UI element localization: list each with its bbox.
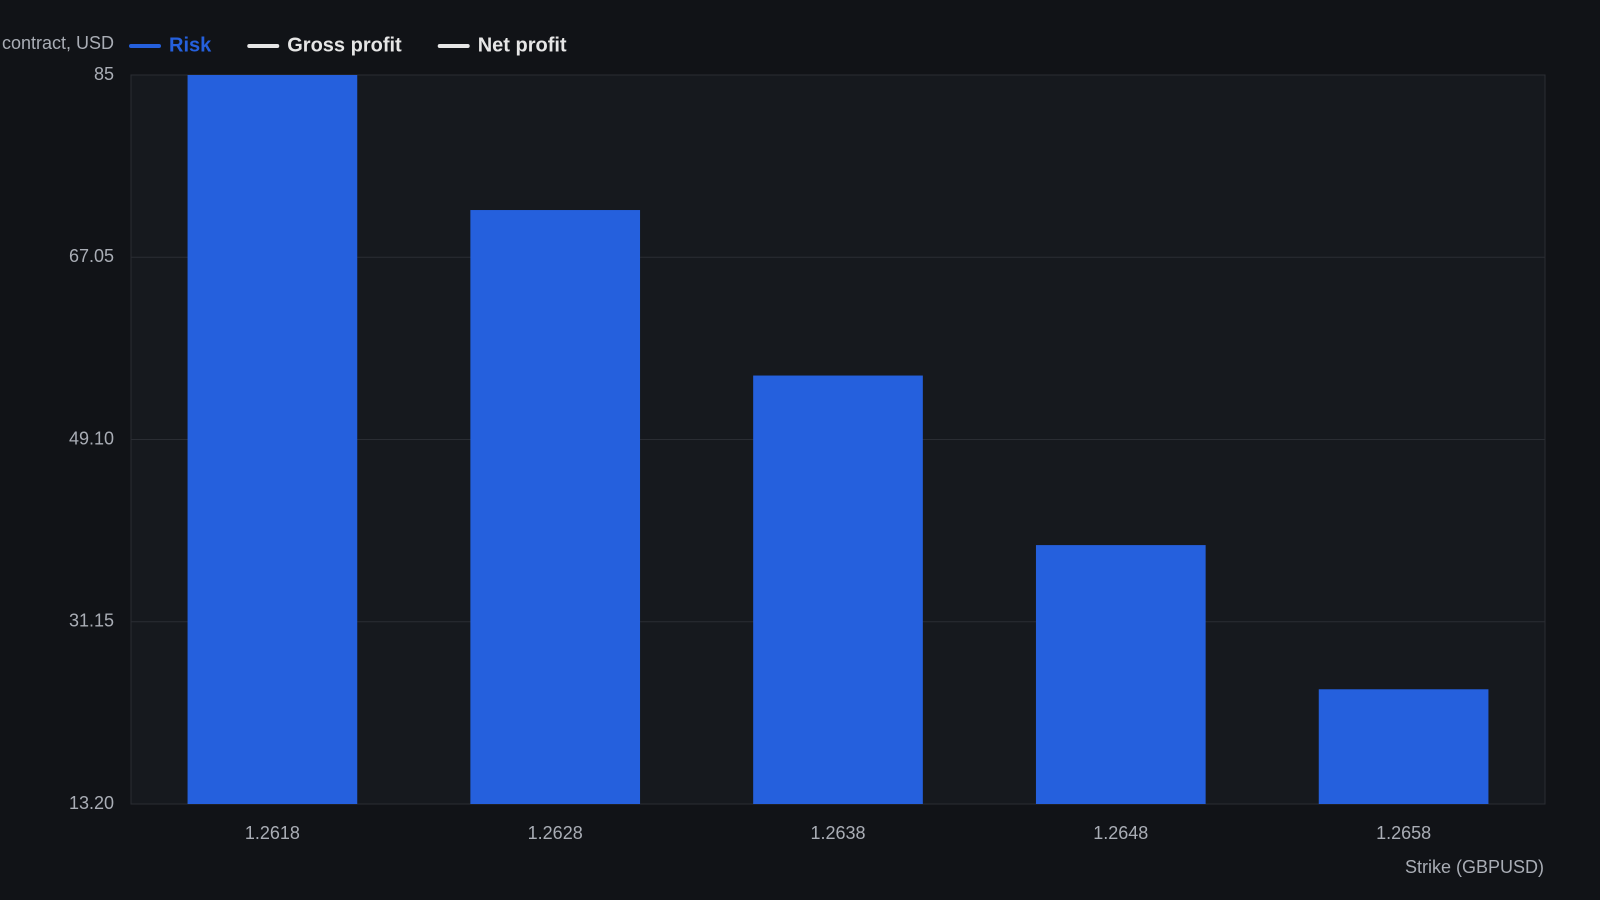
- y-tick-label: 85: [94, 64, 114, 84]
- y-tick-label: 49.10: [69, 428, 114, 448]
- bar: [187, 75, 358, 804]
- legend-label: Net profit: [478, 34, 567, 56]
- y-tick-label: 31.15: [69, 611, 114, 631]
- y-axis-label: contract, USD: [2, 33, 114, 53]
- x-axis-label: Strike (GBPUSD): [1405, 857, 1544, 877]
- x-tick-label: 1.2628: [528, 823, 583, 843]
- x-tick-label: 1.2638: [810, 823, 865, 843]
- bar: [753, 375, 923, 804]
- legend-label: Gross profit: [287, 34, 402, 56]
- x-tick-label: 1.2658: [1376, 823, 1431, 843]
- bar: [1035, 545, 1206, 804]
- x-tick-label: 1.2618: [245, 823, 300, 843]
- legend-label: Risk: [169, 34, 212, 56]
- x-tick-label: 1.2648: [1093, 823, 1148, 843]
- y-tick-label: 67.05: [69, 246, 114, 266]
- bar: [1318, 689, 1489, 804]
- y-tick-label: 13.20: [69, 793, 114, 813]
- bar: [470, 210, 641, 804]
